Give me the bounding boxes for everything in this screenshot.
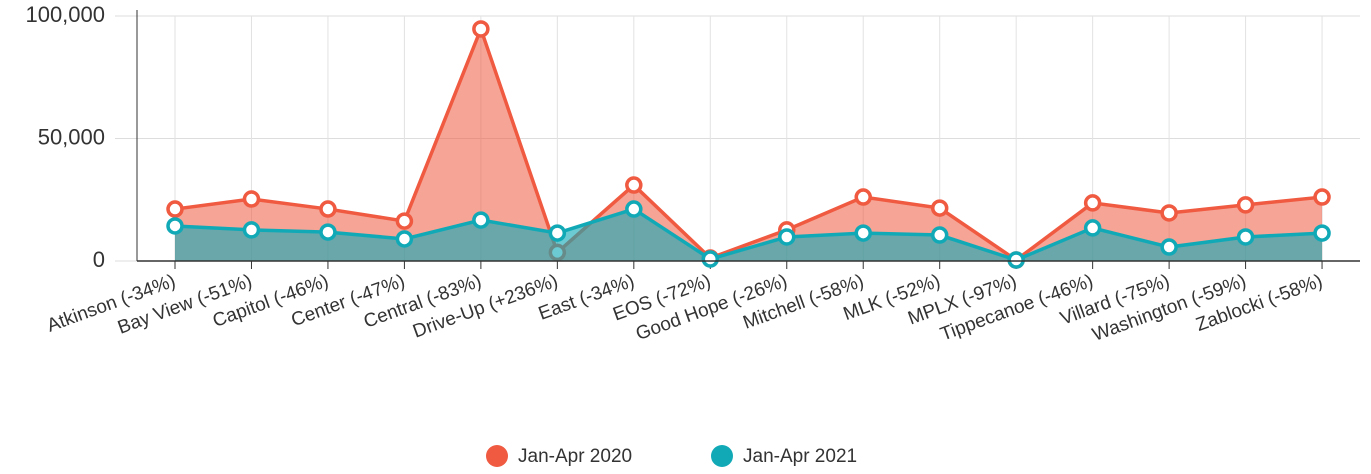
- line: [174, 23, 1323, 263]
- point: [472, 211, 490, 229]
- legend-label: Jan-Apr 2021: [743, 446, 857, 467]
- point: [854, 188, 872, 206]
- point: [625, 176, 643, 194]
- point: [395, 230, 414, 248]
- point: [1313, 188, 1331, 206]
- legend-swatch: [486, 445, 508, 467]
- point: [166, 217, 184, 235]
- point: [1160, 238, 1178, 256]
- point: [319, 223, 337, 241]
- y-tick-label: 0: [93, 247, 105, 272]
- point: [1236, 196, 1255, 214]
- point: [701, 250, 720, 268]
- point: [548, 224, 567, 242]
- point: [242, 190, 261, 208]
- legend-swatch: [711, 445, 733, 467]
- line: [174, 207, 1323, 262]
- point: [395, 212, 414, 230]
- point: [625, 200, 643, 218]
- y-tick-label: 100,000: [25, 2, 105, 27]
- area: [175, 28, 1323, 261]
- point: [930, 226, 949, 244]
- point: [778, 228, 796, 246]
- point: [472, 20, 490, 38]
- point: [1236, 228, 1255, 246]
- point: [1007, 251, 1025, 269]
- point: [1083, 194, 1102, 212]
- point: [1083, 219, 1102, 237]
- point: [319, 200, 337, 218]
- legend-label: Jan-Apr 2020: [518, 446, 632, 467]
- point: [1160, 204, 1178, 222]
- area: [175, 209, 1323, 261]
- point: [1313, 224, 1331, 242]
- point: [166, 200, 184, 218]
- y-tick-label: 50,000: [38, 124, 105, 149]
- point: [930, 199, 949, 217]
- point: [854, 224, 872, 242]
- point: [242, 221, 261, 239]
